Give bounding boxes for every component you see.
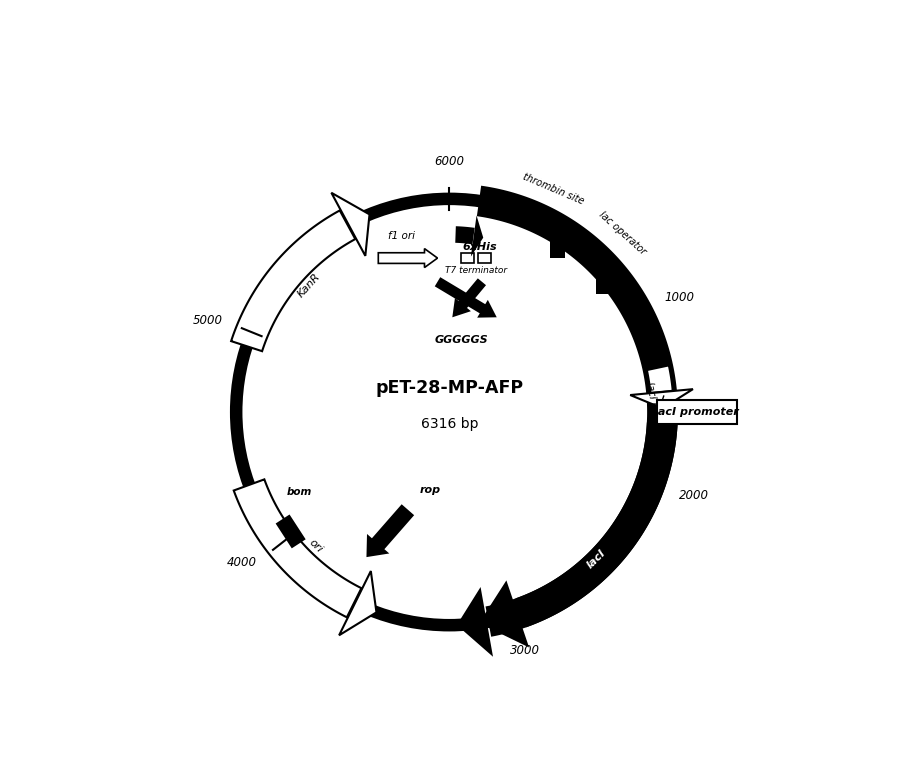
Text: lacI: lacI	[584, 548, 607, 570]
Text: KanR: KanR	[295, 271, 322, 299]
Text: thrombin site: thrombin site	[521, 172, 585, 207]
Text: bom: bom	[287, 488, 312, 498]
Text: lacI promoter: lacI promoter	[644, 381, 666, 448]
Text: 3000: 3000	[509, 644, 540, 657]
Bar	[462, 253, 474, 264]
Polygon shape	[477, 185, 677, 628]
Polygon shape	[234, 479, 362, 618]
Polygon shape	[630, 389, 693, 408]
FancyArrow shape	[378, 248, 438, 268]
Polygon shape	[331, 193, 369, 256]
FancyBboxPatch shape	[657, 400, 737, 424]
Polygon shape	[479, 581, 529, 647]
Bar	[595, 273, 610, 294]
FancyArrow shape	[366, 504, 414, 557]
Text: GGGGGS: GGGGGS	[435, 335, 488, 345]
Text: f1 ori: f1 ori	[389, 231, 415, 241]
Polygon shape	[455, 226, 474, 245]
Text: T7 terminator: T7 terminator	[445, 266, 507, 275]
Text: lacI promoter: lacI promoter	[654, 407, 739, 417]
Polygon shape	[339, 571, 377, 635]
Bar	[276, 514, 306, 548]
Text: 1000: 1000	[665, 291, 695, 304]
Text: pET-28-MP-AFP: pET-28-MP-AFP	[376, 379, 523, 398]
FancyArrow shape	[452, 278, 486, 318]
Text: lac operator: lac operator	[596, 210, 648, 257]
Polygon shape	[231, 211, 355, 351]
Polygon shape	[647, 365, 673, 393]
Text: 5000: 5000	[193, 315, 223, 327]
Text: 2000: 2000	[678, 489, 709, 502]
FancyArrow shape	[435, 277, 497, 318]
Text: ori: ori	[306, 538, 324, 554]
Text: rop: rop	[420, 485, 441, 495]
Polygon shape	[471, 215, 484, 257]
Text: 4000: 4000	[227, 556, 258, 569]
Polygon shape	[485, 422, 677, 637]
Text: 6000: 6000	[435, 155, 464, 168]
Bar	[550, 235, 565, 258]
Text: 6316 bp: 6316 bp	[421, 417, 478, 431]
Polygon shape	[457, 587, 493, 657]
Text: 6xHis: 6xHis	[462, 241, 497, 251]
Bar	[478, 253, 491, 264]
